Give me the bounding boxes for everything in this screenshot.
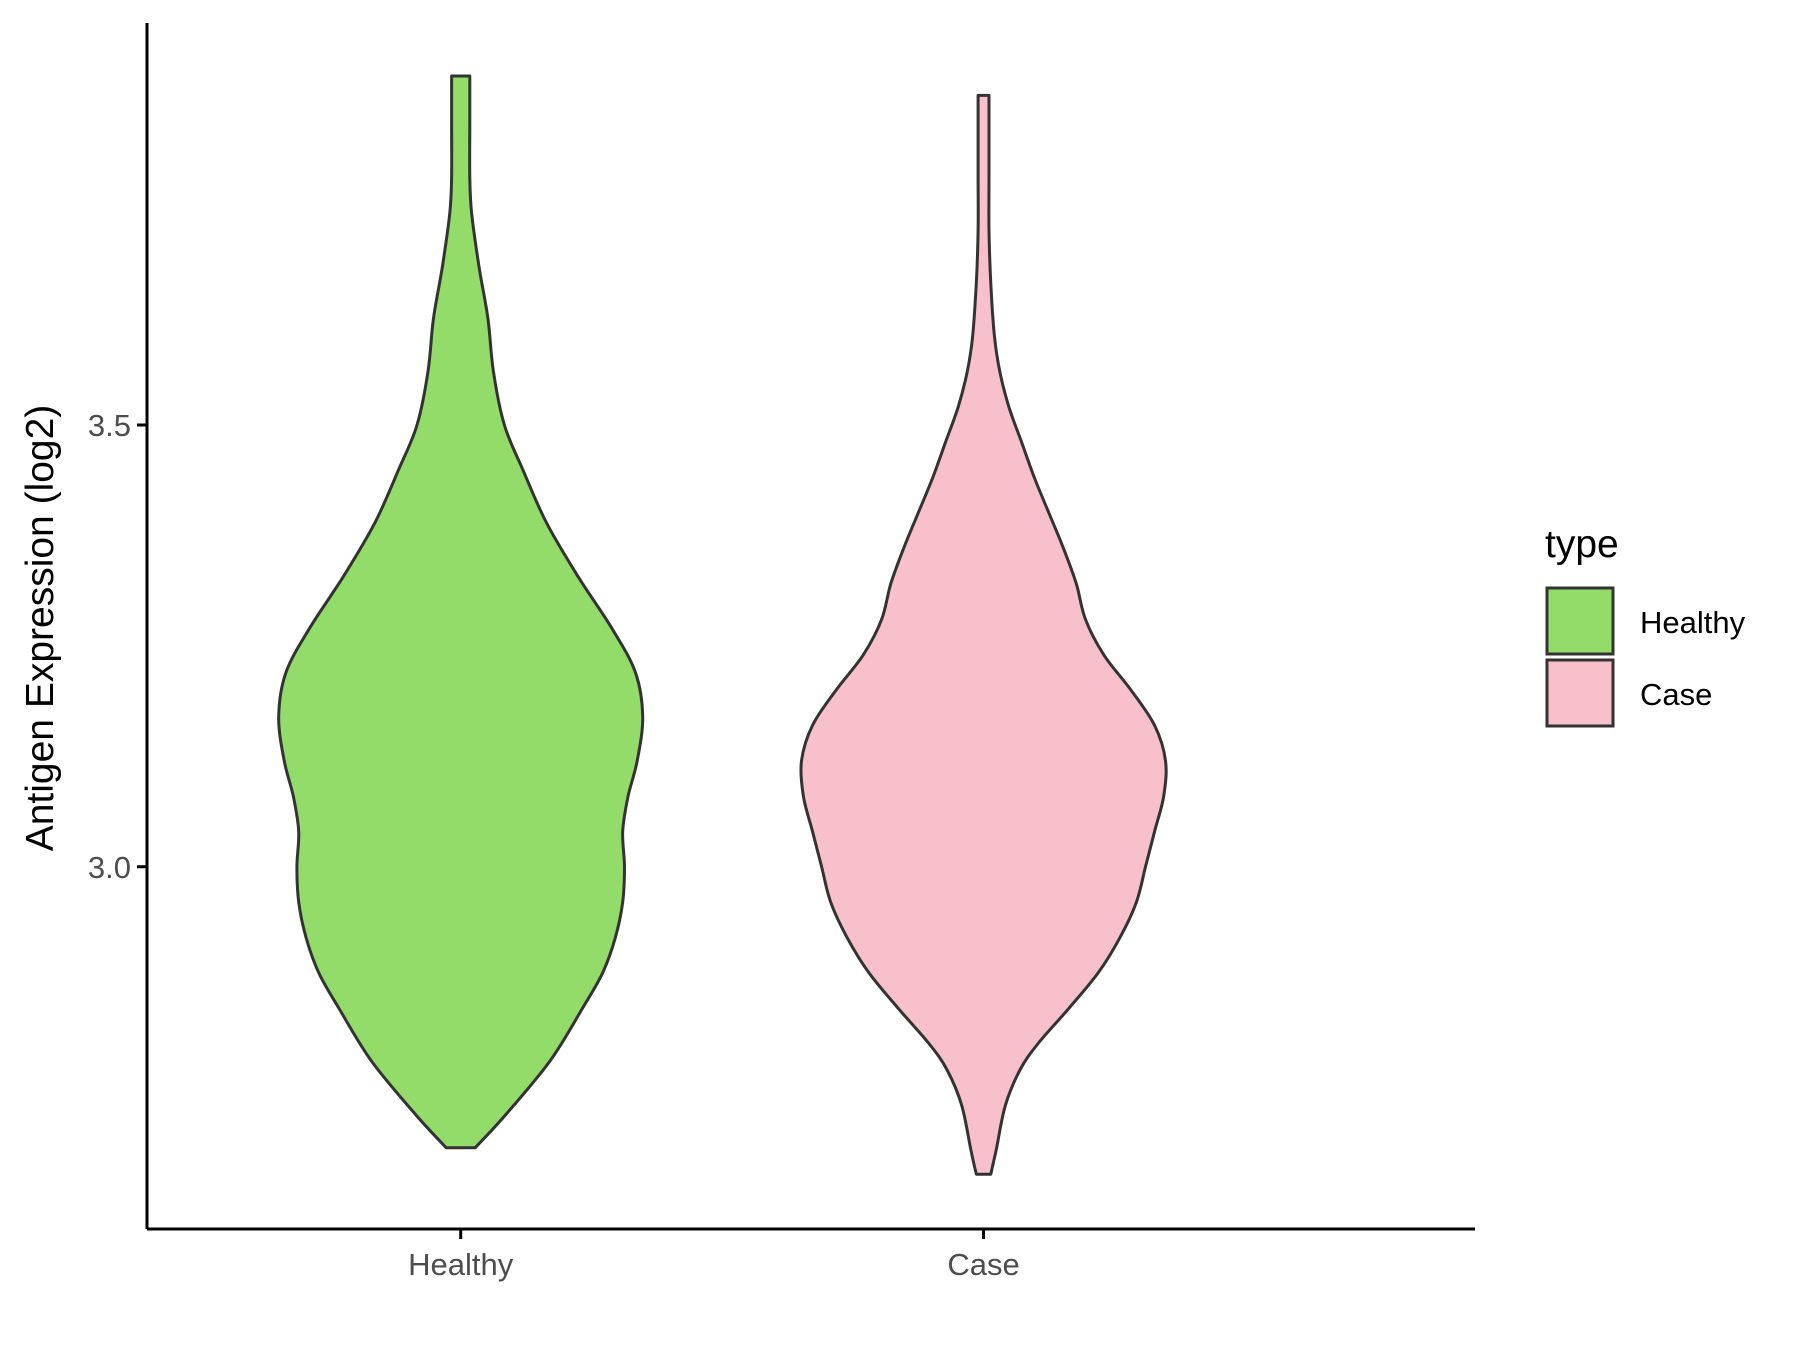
violin-case xyxy=(799,93,1168,1176)
x-ticks: Healthy Case xyxy=(408,1229,1020,1282)
legend-swatch-case xyxy=(1545,658,1615,728)
violin-healthy xyxy=(277,74,645,1150)
legend-label-healthy: Healthy xyxy=(1640,605,1746,640)
y-ticks: 3.0 3.5 xyxy=(88,408,147,885)
legend-label-case: Case xyxy=(1640,677,1712,712)
x-tick-label: Healthy xyxy=(408,1247,514,1282)
legend-entries: Healthy Case xyxy=(1545,586,1746,728)
legend-swatch-healthy xyxy=(1545,586,1615,656)
y-tick-label: 3.5 xyxy=(88,408,131,443)
y-axis-title: Antigen Expression (log2) xyxy=(19,405,62,852)
legend-title: type xyxy=(1545,523,1619,566)
y-tick-label: 3.0 xyxy=(88,850,131,885)
legend: type Healthy Case xyxy=(1545,523,1746,728)
violin-layer xyxy=(277,74,1168,1176)
y-axis: 3.0 3.5 xyxy=(88,23,149,1229)
x-tick-label: Case xyxy=(947,1247,1019,1282)
x-axis: Healthy Case xyxy=(147,1227,1475,1282)
